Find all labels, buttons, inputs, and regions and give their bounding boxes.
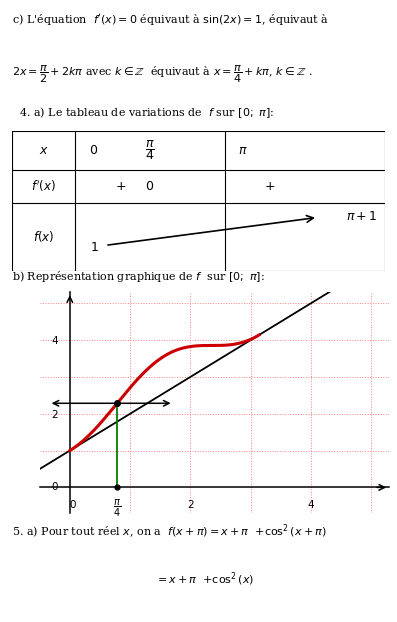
Text: $+$: $+$: [114, 180, 126, 193]
Text: $\pi$: $\pi$: [239, 144, 248, 157]
Text: $f(x)$: $f(x)$: [33, 230, 54, 244]
Text: $x$: $x$: [39, 144, 48, 157]
Text: $= x + \pi$  $+ \cos^2(x)$: $= x + \pi$ $+ \cos^2(x)$: [155, 570, 254, 588]
Text: $4$: $4$: [307, 498, 315, 509]
Text: $f'(x)$: $f'(x)$: [31, 179, 56, 194]
Text: $1$: $1$: [90, 241, 99, 254]
Text: $0$: $0$: [51, 480, 59, 491]
Text: b) Représentation graphique de $f$  sur $[0;\ \pi]$:: b) Représentation graphique de $f$ sur $…: [12, 269, 265, 284]
Text: $\dfrac{\pi}{4}$: $\dfrac{\pi}{4}$: [113, 498, 121, 519]
Text: $+$: $+$: [264, 180, 275, 193]
Text: $\pi + 1$: $\pi + 1$: [346, 210, 378, 223]
Text: $0$: $0$: [89, 144, 98, 157]
Text: 4. a) Le tableau de variations de  $f$ sur $[0;\ \pi]$:: 4. a) Le tableau de variations de $f$ su…: [12, 105, 274, 120]
Text: $4$: $4$: [51, 334, 59, 346]
Text: $0$: $0$: [69, 498, 77, 509]
Text: $2$: $2$: [187, 498, 194, 509]
Text: $2$: $2$: [52, 408, 59, 420]
Text: $0$: $0$: [145, 180, 154, 193]
Text: 5. a) Pour tout réel $x$, on a  $f(x + \pi) = x + \pi$  $+ \cos^2(x+ \pi)$: 5. a) Pour tout réel $x$, on a $f(x + \p…: [12, 522, 327, 541]
Text: $\dfrac{\pi}{4}$: $\dfrac{\pi}{4}$: [145, 138, 155, 162]
Text: $2x = \dfrac{\pi}{2}+2k\pi$ avec $k \in \mathbb{Z}$  équivaut à $x = \dfrac{\pi}: $2x = \dfrac{\pi}{2}+2k\pi$ avec $k \in …: [12, 64, 312, 85]
Text: c) L'équation  $f'(x) = 0$ équivaut à $\sin(2x) = 1$, équivaut à: c) L'équation $f'(x) = 0$ équivaut à $\s…: [12, 12, 329, 27]
